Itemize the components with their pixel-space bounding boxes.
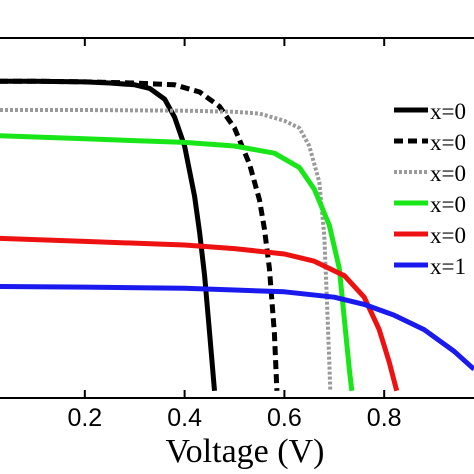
legend-label-1: x=0: [430, 99, 466, 124]
x-tick-label-1: 0.2: [67, 404, 102, 432]
x-tick-label-3: 0.6: [267, 404, 302, 432]
legend-background: [388, 92, 474, 280]
series-line-2: [0, 78, 280, 391]
legend-label-4: x=0: [430, 192, 466, 217]
series-line-6: [0, 284, 474, 372]
series-line-4: [0, 133, 355, 392]
series-line-5: [0, 235, 400, 392]
legend-label-2: x=0: [430, 130, 466, 155]
legend: x=0 x=0 x=0 x=0 x=0 x=1: [394, 99, 466, 279]
x-axis-title: Voltage (V): [166, 433, 325, 470]
x-tick-label-2: 0.4: [167, 404, 202, 432]
series-line-1: [0, 78, 217, 392]
legend-label-3: x=0: [430, 161, 466, 186]
series-layer: [0, 78, 474, 392]
legend-label-5: x=0: [430, 223, 466, 248]
series-line-3: [0, 108, 333, 391]
legend-label-6: x=1: [430, 254, 466, 279]
x-tick-label-4: 0.8: [367, 404, 402, 432]
x-ticks: 0.2 0.4 0.6 0.8: [67, 38, 402, 432]
